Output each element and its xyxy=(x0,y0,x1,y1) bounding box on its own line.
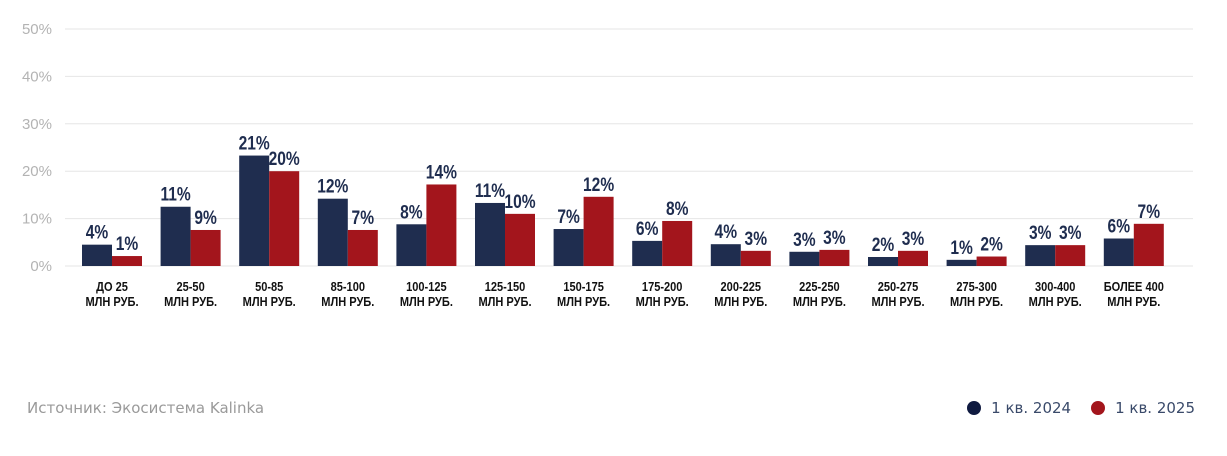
data-label: 4% xyxy=(86,221,109,243)
bar xyxy=(583,196,614,266)
bar xyxy=(160,206,191,266)
x-tick-label: МЛН РУБ. xyxy=(321,294,374,309)
bar xyxy=(239,155,270,266)
x-tick-label: 50-85 xyxy=(255,279,283,294)
x-tick-label: МЛН РУБ. xyxy=(714,294,767,309)
y-tick-label: 40% xyxy=(22,68,52,85)
x-tick-label: МЛН РУБ. xyxy=(400,294,453,309)
bar xyxy=(505,213,535,266)
x-tick-label: МЛН РУБ. xyxy=(1029,294,1082,309)
data-label: 3% xyxy=(745,227,768,249)
data-label: 2% xyxy=(980,233,1003,255)
bar xyxy=(1025,245,1056,266)
bar xyxy=(789,251,820,266)
x-tick-label: МЛН РУБ. xyxy=(164,294,217,309)
bar xyxy=(317,198,348,266)
bar xyxy=(740,250,771,266)
x-tick-label: МЛН РУБ. xyxy=(793,294,846,309)
x-tick-label: 200-225 xyxy=(721,279,762,294)
data-label: 1% xyxy=(950,236,973,258)
bar xyxy=(819,249,850,266)
data-label: 9% xyxy=(194,206,217,228)
x-tick-label: МЛН РУБ. xyxy=(636,294,689,309)
data-label: 7% xyxy=(1138,200,1161,222)
y-tick-label: 10% xyxy=(22,211,52,228)
data-label: 20% xyxy=(269,148,300,170)
data-label: 4% xyxy=(715,221,738,243)
legend-dot-2025 xyxy=(1091,401,1106,415)
bar xyxy=(976,256,1007,266)
data-label: 3% xyxy=(1029,222,1052,244)
bar xyxy=(426,184,457,266)
legend: 1 кв. 2024 1 кв. 2025 xyxy=(947,399,1195,417)
bar xyxy=(946,259,977,266)
y-tick-label: 30% xyxy=(22,116,52,133)
x-tick-label: 85-100 xyxy=(331,279,366,294)
data-label: 3% xyxy=(793,228,816,250)
data-label: 8% xyxy=(666,197,689,219)
x-tick-label: МЛН РУБ. xyxy=(243,294,296,309)
x-tick-label: 250-275 xyxy=(878,279,919,294)
data-label: 3% xyxy=(902,227,925,249)
bar xyxy=(868,256,898,266)
x-tick-label: 125-150 xyxy=(485,279,526,294)
data-label: 6% xyxy=(636,217,659,239)
x-tick-label: МЛН РУБ. xyxy=(950,294,1003,309)
y-tick-label: 0% xyxy=(30,258,52,275)
bar xyxy=(553,229,584,266)
x-tick-label: ДО 25 xyxy=(96,279,128,294)
bar xyxy=(396,224,427,266)
bar xyxy=(269,171,300,266)
x-tick-label: 175-200 xyxy=(642,279,683,294)
bar xyxy=(82,244,112,266)
x-tick-label: МЛН РУБ. xyxy=(871,294,924,309)
y-tick-label: 50% xyxy=(22,21,52,38)
data-label: 11% xyxy=(475,179,505,201)
legend-item-2025: 1 кв. 2025 xyxy=(1091,399,1195,417)
legend-label-2024: 1 кв. 2024 xyxy=(991,399,1072,417)
x-tick-label: 150-175 xyxy=(563,279,604,294)
x-tick-label: МЛН РУБ. xyxy=(1107,294,1160,309)
legend-label-2025: 1 кв. 2025 xyxy=(1115,399,1195,417)
y-tick-label: 20% xyxy=(22,163,52,180)
source-note: Источник: Экосистема Kalinka xyxy=(27,399,265,417)
x-tick-label: МЛН РУБ. xyxy=(478,294,531,309)
bar xyxy=(710,244,741,266)
data-label: 2% xyxy=(872,233,895,255)
bar xyxy=(347,229,378,266)
data-label: 10% xyxy=(504,190,535,212)
legend-item-2024: 1 кв. 2024 xyxy=(967,399,1071,417)
data-label: 3% xyxy=(1059,222,1082,244)
data-label: 7% xyxy=(557,206,580,228)
data-label: 11% xyxy=(160,183,190,205)
bar xyxy=(1133,223,1164,266)
data-label: 12% xyxy=(317,175,348,197)
x-tick-label: БОЛЕЕ 400 xyxy=(1104,279,1164,294)
bar xyxy=(632,240,663,266)
x-tick-label: 25-50 xyxy=(176,279,204,294)
bar xyxy=(1103,238,1134,266)
x-tick-label: МЛН РУБ. xyxy=(557,294,610,309)
x-tick-label: 225-250 xyxy=(799,279,840,294)
x-tick-label: 100-125 xyxy=(406,279,447,294)
x-tick-label: 300-400 xyxy=(1035,279,1076,294)
bar xyxy=(190,229,221,266)
bar xyxy=(898,250,928,266)
data-label: 6% xyxy=(1108,215,1131,237)
bar xyxy=(112,256,142,266)
data-label: 7% xyxy=(352,206,375,228)
legend-dot-2024 xyxy=(967,401,982,415)
bar xyxy=(1055,245,1086,266)
bar xyxy=(475,202,505,266)
x-tick-label: 275-300 xyxy=(956,279,997,294)
data-label: 8% xyxy=(400,201,423,223)
bar xyxy=(662,220,693,266)
data-label: 21% xyxy=(239,132,270,154)
data-label: 3% xyxy=(823,226,846,248)
data-label: 14% xyxy=(426,161,457,183)
data-label: 1% xyxy=(116,233,139,255)
x-tick-label: МЛН РУБ. xyxy=(85,294,138,309)
data-label: 12% xyxy=(583,173,614,195)
